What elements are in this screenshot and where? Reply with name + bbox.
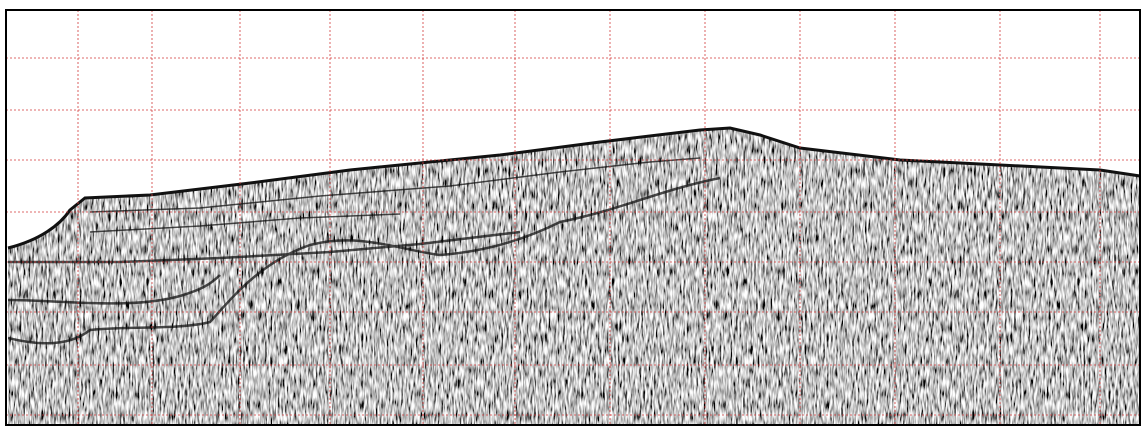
page: (() => { const data = JSON.parse(documen… — [0, 0, 1144, 427]
seismic-profile — [0, 0, 1144, 427]
